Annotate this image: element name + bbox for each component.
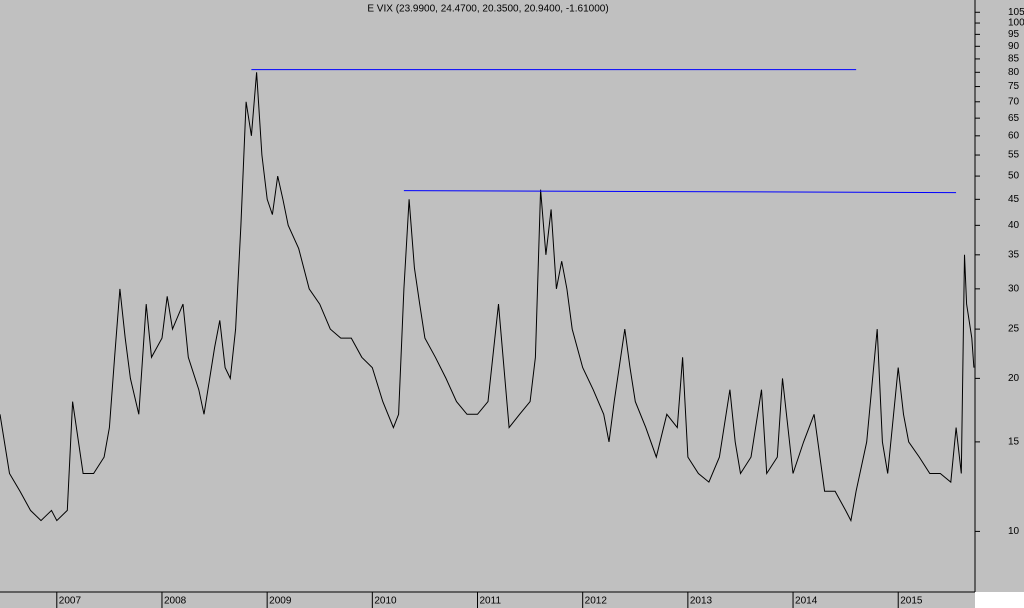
y-tick-label: 95 [1008, 29, 1020, 40]
y-tick-label: 85 [1008, 54, 1020, 65]
x-tick-label: 2013 [690, 596, 713, 607]
price-line [0, 72, 975, 523]
chart-title: E VIX (23.9900, 24.4700, 20.3500, 20.940… [367, 4, 608, 15]
y-tick-label: 65 [1008, 113, 1020, 124]
y-tick-label: 25 [1008, 324, 1020, 335]
x-tick-label: 2015 [900, 596, 923, 607]
x-tick-label: 2014 [795, 596, 818, 607]
x-tick-label: 2009 [269, 596, 292, 607]
corner [975, 592, 1024, 608]
y-tick-label: 15 [1008, 437, 1020, 448]
y-tick-label: 90 [1008, 41, 1020, 52]
y-tick-label: 70 [1008, 96, 1020, 107]
y-tick-label: 100 [1008, 18, 1024, 29]
y-tick-label: 50 [1008, 171, 1020, 182]
y-tick-label: 60 [1008, 130, 1020, 141]
x-tick-label: 2010 [374, 596, 397, 607]
y-tick-label: 55 [1008, 150, 1020, 161]
resistance-line [403, 190, 957, 194]
y-tick-label: 20 [1008, 373, 1020, 384]
y-tick-label: 105 [1008, 7, 1024, 18]
y-tick-label: 45 [1008, 194, 1020, 205]
y-tick-label: 75 [1008, 81, 1020, 92]
y-tick-label: 40 [1008, 220, 1020, 231]
y-tick-label: 30 [1008, 283, 1020, 294]
x-tick-label: 2011 [480, 596, 502, 607]
y-tick-label: 80 [1008, 67, 1020, 78]
x-tick-label: 2008 [164, 596, 187, 607]
x-tick-label: 2007 [59, 596, 82, 607]
y-tick-label: 10 [1008, 526, 1020, 537]
x-tick-label: 2012 [585, 596, 608, 607]
y-tick-label: 35 [1008, 249, 1020, 260]
